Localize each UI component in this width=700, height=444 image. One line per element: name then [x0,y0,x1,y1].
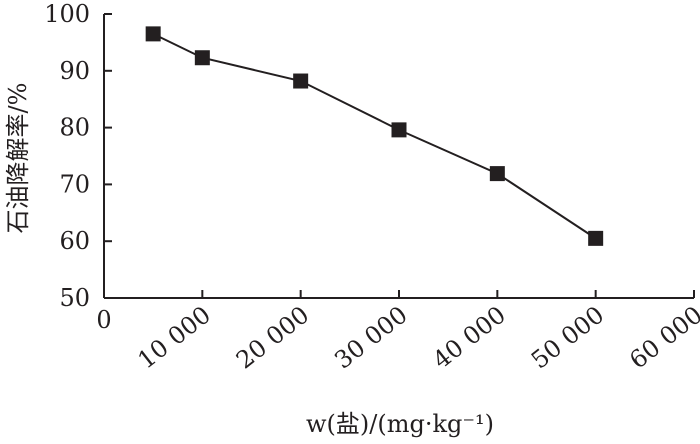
y-tick-label: 90 [59,57,90,85]
x-tick-label: 40 000 [428,301,511,375]
x-tick-label: 0 [96,306,111,334]
y-axis-ticks: 50 60 70 80 90 100 [44,0,112,312]
x-tick-label: 50 000 [526,301,609,375]
y-tick-label: 80 [59,114,90,142]
series-line [152,32,597,240]
x-axis-title: w(盐)/(mg·kg⁻¹) [306,410,494,438]
data-point-marker [194,50,210,66]
x-tick-label: 60 000 [624,301,700,375]
y-axis-title: 石油降解率/% [4,83,32,234]
x-tick-label: 20 000 [231,301,314,375]
y-tick-label: 70 [59,170,90,198]
series-layer [145,26,604,246]
y-tick-label: 100 [44,0,90,28]
x-tick-label: 10 000 [133,301,216,375]
x-tick-label: 30 000 [329,301,412,375]
data-point-marker [588,230,604,246]
data-point-marker [293,73,309,89]
data-point-marker [145,26,161,42]
data-point-marker [489,166,505,182]
x-axis-ticks: 0 10 000 20 000 30 000 40 000 50 000 60 000 [96,290,700,374]
data-point-marker [391,122,407,138]
y-tick-label: 60 [59,227,90,255]
y-tick-label: 50 [59,284,90,312]
